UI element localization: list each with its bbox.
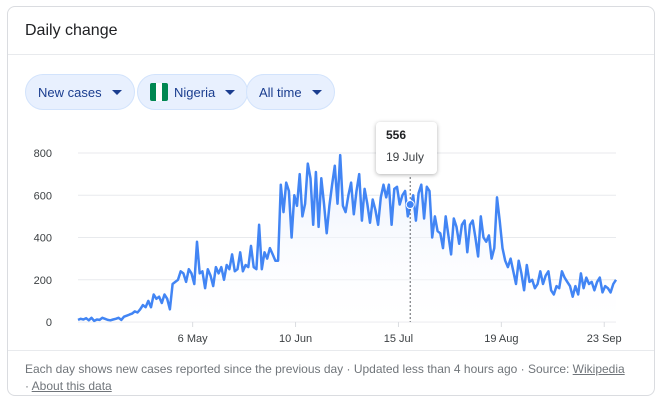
y-tick-label: 400 xyxy=(34,233,52,245)
x-tick-label: 23 Sep xyxy=(587,333,622,345)
time-range-dropdown[interactable]: All time xyxy=(246,74,335,110)
metric-dropdown[interactable]: New cases xyxy=(25,74,135,110)
nigeria-flag-icon xyxy=(150,83,168,101)
header-divider xyxy=(8,54,654,55)
series-line xyxy=(77,153,618,323)
y-tick-label: 600 xyxy=(34,190,52,202)
daily-change-chart[interactable]: 0 200 400 600 800 6 May 10 Jun 15 Jul 19 Aug 23 S… xyxy=(8,117,654,349)
x-tick-label: 15 Jul xyxy=(384,333,413,345)
country-dropdown[interactable]: Nigeria xyxy=(137,74,249,110)
chevron-down-icon xyxy=(225,89,236,95)
y-tick-label: 800 xyxy=(34,148,52,160)
x-tick-label: 19 Aug xyxy=(484,333,518,345)
metric-dropdown-label: New cases xyxy=(38,84,102,100)
chart-footer: Each day shows new cases reported since … xyxy=(25,361,645,395)
chevron-down-icon xyxy=(111,89,122,95)
y-tick-label: 200 xyxy=(34,275,52,287)
about-this-data-link[interactable]: About this data xyxy=(31,379,112,393)
footer-divider xyxy=(8,350,654,351)
time-range-dropdown-label: All time xyxy=(259,84,302,100)
y-tick-label: 0 xyxy=(46,317,52,329)
country-dropdown-label: Nigeria xyxy=(174,84,216,100)
footer-bullet: · xyxy=(25,379,29,393)
chevron-down-icon xyxy=(311,89,322,95)
daily-change-card: Daily change New cases Nigeria All time … xyxy=(7,6,655,396)
flag-stripe-middle xyxy=(156,83,162,101)
footer-source-label: Source: xyxy=(527,362,570,376)
flag-stripe-right xyxy=(162,83,168,101)
x-tick-label: 6 May xyxy=(178,333,208,345)
chart-tooltip: 556 19 July xyxy=(376,122,437,174)
card-title: Daily change xyxy=(25,22,118,39)
footer-description: Each day shows new cases reported since … xyxy=(25,362,525,376)
flag-stripe-left xyxy=(150,83,156,101)
series-area xyxy=(78,155,616,322)
tooltip-date: 19 July xyxy=(386,150,425,164)
wikipedia-source-link[interactable]: Wikipedia xyxy=(572,362,625,376)
tooltip-value: 556 xyxy=(386,128,407,142)
highlight-point xyxy=(405,200,415,210)
x-tick-label: 10 Jun xyxy=(279,333,312,345)
